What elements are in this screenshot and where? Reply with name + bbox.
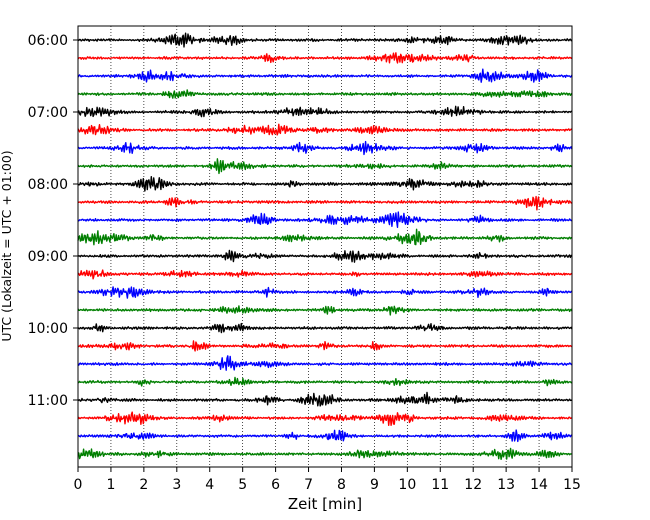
x-tick-label: 15 — [563, 477, 581, 493]
seismic-trace — [77, 355, 573, 371]
seismic-trace — [77, 411, 573, 426]
seismic-trace — [77, 391, 573, 407]
seismic-trace — [78, 269, 573, 280]
y-tick-label: 09:00 — [28, 249, 68, 265]
x-tick-label: 8 — [337, 477, 346, 493]
x-tick-label: 0 — [74, 477, 83, 493]
x-tick-label: 10 — [398, 477, 416, 493]
x-tick-label: 7 — [304, 477, 313, 493]
seismic-trace — [77, 68, 573, 83]
seismic-trace — [77, 176, 573, 192]
x-tick-label: 1 — [106, 477, 115, 493]
seismic-trace — [77, 228, 573, 246]
y-tick-label: 11:00 — [28, 393, 68, 409]
y-tick-label: 07:00 — [28, 105, 68, 121]
seismic-trace — [77, 158, 573, 175]
x-tick-label: 12 — [464, 477, 482, 493]
x-tick-label: 13 — [497, 477, 515, 493]
y-tick-label: 10:00 — [28, 321, 68, 337]
x-tick-label: 6 — [271, 477, 280, 493]
seismic-trace — [77, 123, 573, 136]
y-tick-label: 08:00 — [28, 177, 68, 193]
x-tick-label: 9 — [370, 477, 379, 493]
x-tick-label: 3 — [172, 477, 181, 493]
seismic-trace — [77, 249, 573, 263]
seismic-trace — [77, 305, 573, 316]
seismic-trace — [77, 322, 573, 334]
x-axis-label: Zeit [min] — [288, 495, 362, 513]
plot-frame — [77, 25, 573, 468]
seismic-traces — [77, 32, 573, 460]
seismic-trace — [77, 376, 573, 387]
y-tick-label: 06:00 — [28, 33, 68, 49]
seismic-trace — [77, 429, 573, 443]
seismic-trace — [77, 32, 573, 48]
seismic-trace — [77, 140, 573, 156]
x-tick-label: 11 — [431, 477, 449, 493]
x-axis-ticks: 0 1 2 3 4 5 6 7 8 9 10 11 12 13 14 15 — [74, 467, 581, 493]
x-tick-label: 5 — [238, 477, 247, 493]
seismic-trace — [77, 286, 573, 299]
y-axis-label: UTC (Lokalzeit = UTC + 01:00) — [0, 150, 14, 341]
y-axis-ticks: 06:00 07:00 08:00 09:00 10:00 11:00 — [28, 33, 78, 409]
x-tick-label: 2 — [139, 477, 148, 493]
seismic-trace — [77, 447, 573, 460]
seismic-trace — [77, 105, 573, 118]
seismic-trace — [77, 211, 573, 228]
seismic-trace — [77, 89, 573, 99]
seismic-trace — [77, 195, 573, 211]
seismic-trace — [77, 340, 573, 352]
x-tick-label: 4 — [205, 477, 214, 493]
seismic-trace — [77, 52, 573, 64]
x-tick-label: 14 — [530, 477, 548, 493]
